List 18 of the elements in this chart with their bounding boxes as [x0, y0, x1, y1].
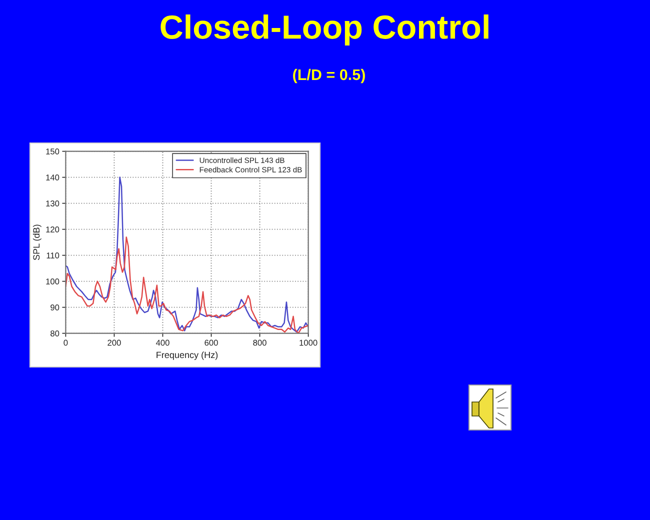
x-tick-label: 200 [108, 340, 121, 346]
y-tick-label: 150 [46, 148, 60, 154]
y-tick-label: 110 [46, 252, 60, 258]
y-tick-label: 130 [46, 200, 60, 206]
chart-subtitle: (L/D = 0.5) [293, 68, 365, 84]
x-tick-label: 400 [156, 340, 170, 346]
y-tick-label: 80 [50, 330, 60, 336]
y-axis-title: SPL (dB) [32, 224, 42, 260]
y-tick-label: 100 [46, 278, 60, 284]
x-axis-title: Frequency (Hz) [156, 351, 218, 360]
y-tick-label: 90 [50, 304, 60, 310]
x-tick-label: 800 [253, 340, 266, 346]
x-tick-label: 1000 [300, 340, 318, 346]
y-tick-label: 120 [46, 226, 60, 232]
x-tick-label: 0 [64, 340, 68, 346]
chart-title: Closed-Loop Control [160, 14, 488, 46]
y-tick-label: 140 [46, 174, 60, 180]
x-tick-label: 600 [204, 340, 218, 346]
